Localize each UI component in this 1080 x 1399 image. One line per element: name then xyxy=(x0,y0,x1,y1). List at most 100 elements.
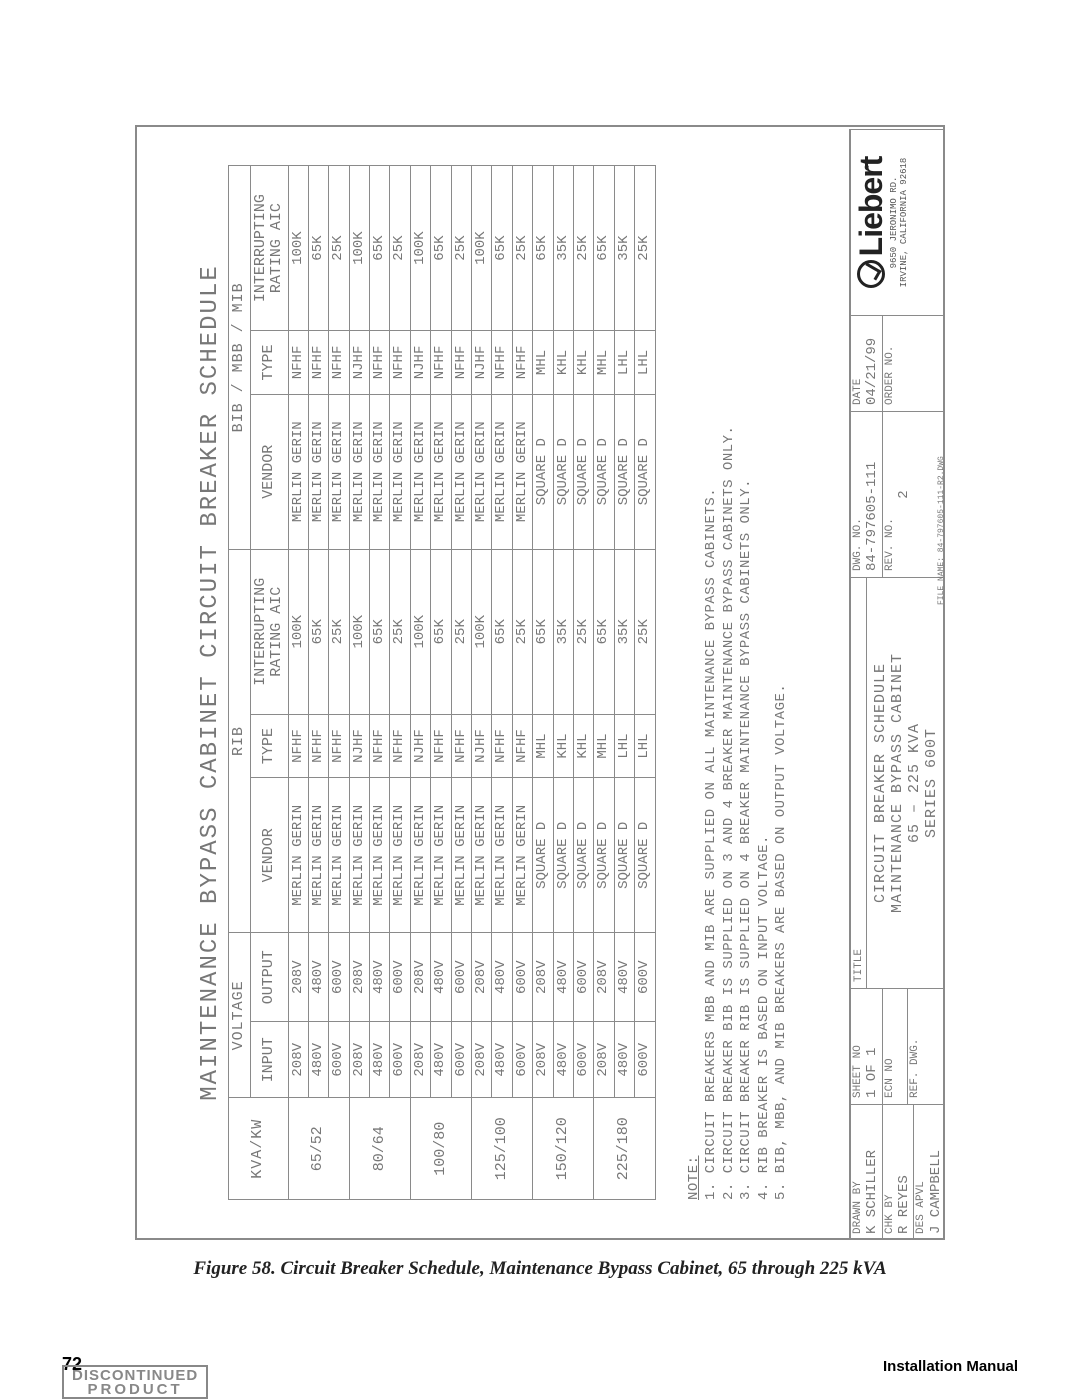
drawn-by-label: DRAWN BY xyxy=(852,1111,865,1234)
cell-bt: NJHF xyxy=(410,331,430,395)
cell-rt: LHL xyxy=(635,714,655,778)
table-row: 225/180208V208VSQUARE DMHL65KSQUARE DMHL… xyxy=(594,166,614,1200)
col-type-bib: TYPE xyxy=(250,331,288,395)
cell-bv: MERLIN GERIN xyxy=(370,394,390,549)
col-iaic-rib: INTERRUPTING RATING AIC xyxy=(250,549,288,714)
col-vendor-rib: VENDOR xyxy=(250,778,288,933)
cell-bi: 35K xyxy=(614,166,634,331)
notes-title: NOTE: xyxy=(686,1155,702,1200)
date-label: DATE xyxy=(852,322,865,405)
rev-no-label: REV. NO. xyxy=(884,418,897,571)
cell-ri: 65K xyxy=(594,549,614,714)
cell-rv: MERLIN GERIN xyxy=(431,778,451,933)
cell-ri: 65K xyxy=(533,549,553,714)
cell-bv: SQUARE D xyxy=(573,394,593,549)
cell-bv: MERLIN GERIN xyxy=(349,394,369,549)
cell-in: 480V xyxy=(308,1022,328,1098)
cell-bv: SQUARE D xyxy=(614,394,634,549)
file-name: FILE NAME: 84-797605-111-R2.DWG xyxy=(937,456,946,605)
drawing-title: MAINTENANCE BYPASS CABINET CIRCUIT BREAK… xyxy=(197,165,224,1200)
discontinued-stamp: DISCONTINUED PRODUCT xyxy=(62,1365,208,1399)
cell-bv: MERLIN GERIN xyxy=(288,394,308,549)
cell-bi: 25K xyxy=(329,166,349,331)
cell-ri: 35K xyxy=(614,549,634,714)
chk-by-label: CHK BY xyxy=(884,1111,897,1234)
table-row: 150/120208V208VSQUARE DMHL65KSQUARE DMHL… xyxy=(533,166,553,1200)
drawing-frame: MAINTENANCE BYPASS CABINET CIRCUIT BREAK… xyxy=(135,125,945,1240)
cell-out: 208V xyxy=(594,933,614,1022)
cell-bi: 35K xyxy=(553,166,573,331)
cell-in: 208V xyxy=(410,1022,430,1098)
cell-out: 208V xyxy=(349,933,369,1022)
cell-bi: 65K xyxy=(594,166,614,331)
table-row: 100/80208V208VMERLIN GERINNJHF100KMERLIN… xyxy=(410,166,430,1200)
cell-bv: MERLIN GERIN xyxy=(492,394,512,549)
cell-out: 208V xyxy=(410,933,430,1022)
cell-out: 600V xyxy=(329,933,349,1022)
order-no-label: ORDER NO. xyxy=(884,322,897,405)
cell-rv: MERLIN GERIN xyxy=(451,778,471,933)
cell-ri: 65K xyxy=(492,549,512,714)
cell-rt: NFHF xyxy=(390,714,410,778)
cell-bt: MHL xyxy=(533,331,553,395)
sheet-no-label: SHEET NO xyxy=(852,995,865,1098)
logo-text: Liebert xyxy=(853,157,890,257)
cell-out: 600V xyxy=(390,933,410,1022)
cell-bt: NJHF xyxy=(472,331,492,395)
cell-bt: NFHF xyxy=(492,331,512,395)
cell-rv: SQUARE D xyxy=(553,778,573,933)
cell-ri: 100K xyxy=(349,549,369,714)
cell-out: 600V xyxy=(573,933,593,1022)
cell-out: 600V xyxy=(512,933,532,1022)
drawn-by: K SCHILLER xyxy=(864,1111,880,1234)
cell-bi: 65K xyxy=(533,166,553,331)
cell-bv: MERLIN GERIN xyxy=(431,394,451,549)
cell-out: 208V xyxy=(533,933,553,1022)
kvakw-cell: 225/180 xyxy=(594,1098,655,1200)
logo-addr2: IRVINE, CALIFORNIA 92618 xyxy=(900,158,910,288)
cell-rt: NFHF xyxy=(512,714,532,778)
cell-rv: SQUARE D xyxy=(573,778,593,933)
cell-rv: MERLIN GERIN xyxy=(288,778,308,933)
cell-bi: 25K xyxy=(573,166,593,331)
cell-rt: NFHF xyxy=(370,714,390,778)
note-line: 3. CIRCUIT BREAKER RIB IS SUPPLIED ON 4 … xyxy=(738,165,756,1200)
cell-ri: 100K xyxy=(288,549,308,714)
cell-in: 480V xyxy=(553,1022,573,1098)
title-block: DRAWN BYK SCHILLER CHK BYR REYES DES APV… xyxy=(849,129,945,1240)
logo-mark-icon xyxy=(857,260,885,288)
cell-ri: 25K xyxy=(635,549,655,714)
cell-bv: SQUARE D xyxy=(635,394,655,549)
cell-ri: 65K xyxy=(431,549,451,714)
cell-in: 600V xyxy=(329,1022,349,1098)
cell-out: 480V xyxy=(492,933,512,1022)
cell-rv: MERLIN GERIN xyxy=(390,778,410,933)
cell-rv: MERLIN GERIN xyxy=(472,778,492,933)
table-row: 480V480VSQUARE DKHL35KSQUARE DKHL35K xyxy=(553,166,573,1200)
cell-out: 600V xyxy=(451,933,471,1022)
col-vendor-bib: VENDOR xyxy=(250,394,288,549)
title-block-title: CIRCUIT BREAKER SCHEDULE MAINTENANCE BYP… xyxy=(867,578,945,988)
cell-bt: NFHF xyxy=(370,331,390,395)
kvakw-cell: 65/52 xyxy=(288,1098,349,1200)
cell-bt: NFHF xyxy=(512,331,532,395)
cell-ri: 100K xyxy=(410,549,430,714)
ecn-no-label: ECN NO xyxy=(884,995,897,1098)
note-line: 1. CIRCUIT BREAKERS MBB AND MIB ARE SUPP… xyxy=(703,165,721,1200)
note-line: 2. CIRCUIT BREAKER BIB IS SUPPLIED ON 3 … xyxy=(721,165,739,1200)
cell-rt: NFHF xyxy=(492,714,512,778)
logo-block: Liebert 9650 JERONIMO RD. IRVINE, CALIFO… xyxy=(851,130,912,315)
cell-rv: SQUARE D xyxy=(594,778,614,933)
cell-rt: MHL xyxy=(594,714,614,778)
cell-in: 600V xyxy=(451,1022,471,1098)
cell-in: 480V xyxy=(370,1022,390,1098)
cell-rt: NFHF xyxy=(308,714,328,778)
cell-out: 480V xyxy=(370,933,390,1022)
cell-bv: MERLIN GERIN xyxy=(308,394,328,549)
rev-no: 2 xyxy=(896,418,912,571)
cell-ri: 65K xyxy=(370,549,390,714)
cell-bt: NFHF xyxy=(308,331,328,395)
cell-out: 208V xyxy=(472,933,492,1022)
title-l1: CIRCUIT BREAKER SCHEDULE xyxy=(872,663,889,903)
cell-in: 208V xyxy=(288,1022,308,1098)
